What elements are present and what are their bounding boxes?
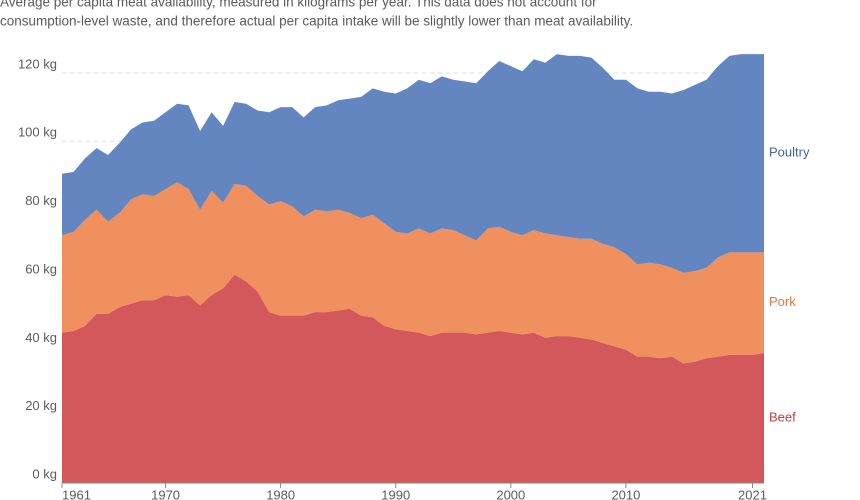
- area: [62, 274, 764, 483]
- subtitle: consumption-level waste, and therefore a…: [0, 14, 633, 29]
- y-tick-label: 20 kg: [25, 398, 57, 413]
- area: [62, 182, 764, 364]
- x-tick-label: 2000: [496, 487, 525, 500]
- x-tick-label: 1990: [381, 487, 410, 500]
- legend-label: Beef: [769, 410, 796, 425]
- x-tick-label: 2021: [738, 487, 767, 500]
- x-tick-label: 2010: [611, 487, 640, 500]
- y-tick-label: 60 kg: [25, 261, 57, 276]
- x-tick-label: 1970: [151, 487, 180, 500]
- y-tick-label: 80 kg: [25, 193, 57, 208]
- y-tick-label: 120 kg: [18, 56, 57, 71]
- subtitle: Average per capita meat availability, me…: [0, 0, 597, 10]
- x-tick-label: 1980: [266, 487, 295, 500]
- y-tick-label: 100 kg: [18, 125, 57, 140]
- legend-label: Pork: [769, 294, 796, 309]
- x-tick-label: 1961: [62, 487, 91, 500]
- legend-label: Poultry: [769, 145, 810, 160]
- area: [62, 54, 764, 273]
- y-tick-label: 40 kg: [25, 330, 57, 345]
- y-tick-label: 0 kg: [32, 466, 57, 481]
